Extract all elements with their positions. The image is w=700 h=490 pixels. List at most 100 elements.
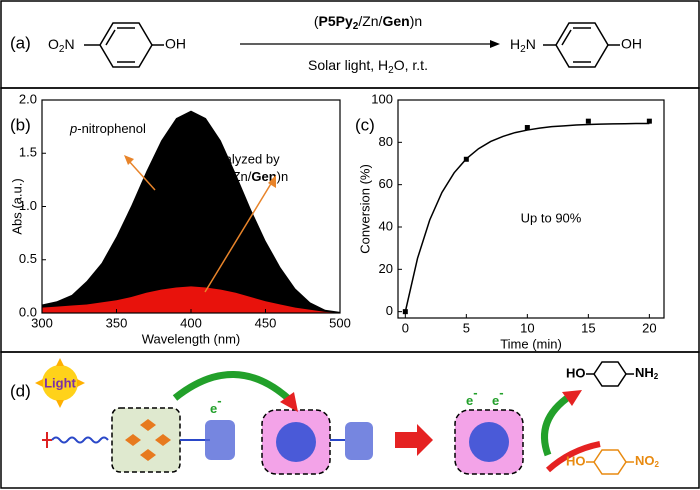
formula-part: 2 [388, 65, 394, 76]
x-tick-label: 450 [255, 315, 277, 330]
point [463, 156, 469, 162]
y-tick-label: 0.0 [19, 304, 37, 319]
x-tick-label: 300 [31, 315, 53, 330]
text-part: ( [188, 169, 193, 184]
formula-part: P5Py [319, 13, 353, 29]
formula-part: )n [410, 13, 422, 29]
y-axis-label: Conversion (%) [357, 164, 372, 254]
formula-part: O, r.t. [394, 57, 428, 73]
formula: O2N [48, 36, 75, 55]
text-part: /Zn/ [229, 169, 252, 184]
formula-part: /Zn/ [358, 13, 382, 29]
panel-label: (c) [355, 115, 375, 134]
annotation: (P5Py2/Zn/Gen)n [188, 169, 288, 185]
electron: e- [210, 393, 222, 416]
text-part: 2 [224, 175, 229, 185]
x-tick-label: 20 [642, 320, 656, 335]
electron: e- [492, 385, 504, 408]
text-part: p [69, 121, 77, 136]
area [42, 286, 340, 313]
point [646, 118, 652, 124]
annotation: Up to 90% [521, 210, 582, 225]
y-tick-label: 1.0 [19, 198, 37, 213]
x-tick-label: 5 [463, 320, 470, 335]
formula-part: N [64, 36, 74, 52]
panel-label: (d) [10, 381, 31, 400]
panel-frame [0, 351, 700, 489]
point [524, 125, 530, 131]
formula: OH [621, 36, 642, 52]
formula-part: N [526, 36, 536, 52]
light-label: Light [44, 375, 76, 390]
electron: e- [466, 385, 478, 408]
annotation-arrow [268, 175, 276, 188]
formula-part: 2 [520, 44, 526, 55]
x-tick-label: 10 [520, 320, 534, 335]
point [402, 309, 408, 315]
y-tick-label: 20 [379, 261, 393, 276]
annotation-arrow [127, 159, 156, 191]
y-tick-label: 80 [379, 134, 393, 149]
reagent: (P5Py2/Zn/Gen)n [314, 13, 422, 32]
area [42, 110, 340, 314]
formula-part: Gen [382, 13, 409, 29]
x-axis-label: Wavelength (nm) [142, 331, 241, 346]
text-part: e [466, 393, 473, 408]
x-axis-label: Time (min) [500, 336, 562, 351]
text-part: e [210, 401, 217, 416]
text-part: - [217, 393, 221, 408]
x-tick-label: 400 [180, 315, 202, 330]
benzene-ring [84, 22, 164, 68]
y-tick-label: 2.0 [19, 91, 37, 106]
formula: HO [566, 453, 586, 468]
formula-part: 2 [353, 21, 359, 32]
annotation: p-nitrophenol [69, 121, 146, 136]
x-tick-label: 500 [329, 315, 351, 330]
y-tick-label: 100 [371, 91, 393, 106]
polymer-chain [42, 371, 601, 475]
y-tick-label: 40 [379, 218, 393, 233]
y-axis-label: Abs (a.u.) [9, 178, 24, 234]
point [585, 118, 591, 124]
x-tick-label: 0 [402, 320, 409, 335]
text-part: -nitrophenol [77, 121, 146, 136]
annotation-arrow [204, 181, 273, 293]
formula-part: 2 [59, 44, 65, 55]
benzene-ring [543, 22, 620, 68]
conditions: Solar light, H2O, r.t. [308, 57, 428, 76]
text-part: P5Py [192, 169, 225, 184]
fit-line [404, 122, 650, 312]
panel-label: (b) [10, 115, 31, 134]
text-part: 2 [655, 460, 660, 469]
text-part: NO [635, 453, 655, 468]
x-tick-label: 350 [106, 315, 128, 330]
chart: Up to 90% 0 5 10 15 20 0 20 40 60 80 100 Time (min) C… [357, 91, 665, 351]
y-tick-label: 1.5 [19, 145, 37, 160]
formula: H2N [510, 36, 536, 55]
formula: HO [566, 365, 586, 380]
annotation: Catalyzed by [204, 151, 280, 166]
benzene-ring [586, 449, 634, 475]
sun [35, 358, 85, 408]
chart: 300 350 400 450 500 0.0 0.5 1.0 1.5 2.0 Wavelength… [9, 91, 350, 346]
formula: NH2 [635, 365, 659, 381]
text-part: 2 [654, 372, 659, 381]
x-tick-label: 15 [581, 320, 595, 335]
formula: NO2 [635, 453, 660, 469]
formula-part: Solar light, H [308, 57, 388, 73]
text-part: )n [277, 169, 289, 184]
panel-label: (a) [10, 33, 31, 52]
formula: OH [165, 36, 186, 52]
y-tick-label: 0.5 [19, 251, 37, 266]
text-part: NH [635, 365, 654, 380]
annotation-arrow [124, 155, 134, 165]
text-part: - [499, 385, 503, 400]
plot-frame [397, 99, 665, 319]
text-part: e [492, 393, 499, 408]
y-tick-label: 0 [386, 303, 393, 318]
formula-part: H [510, 36, 520, 52]
arrow-head [490, 40, 500, 48]
formula-part: O [48, 36, 59, 52]
